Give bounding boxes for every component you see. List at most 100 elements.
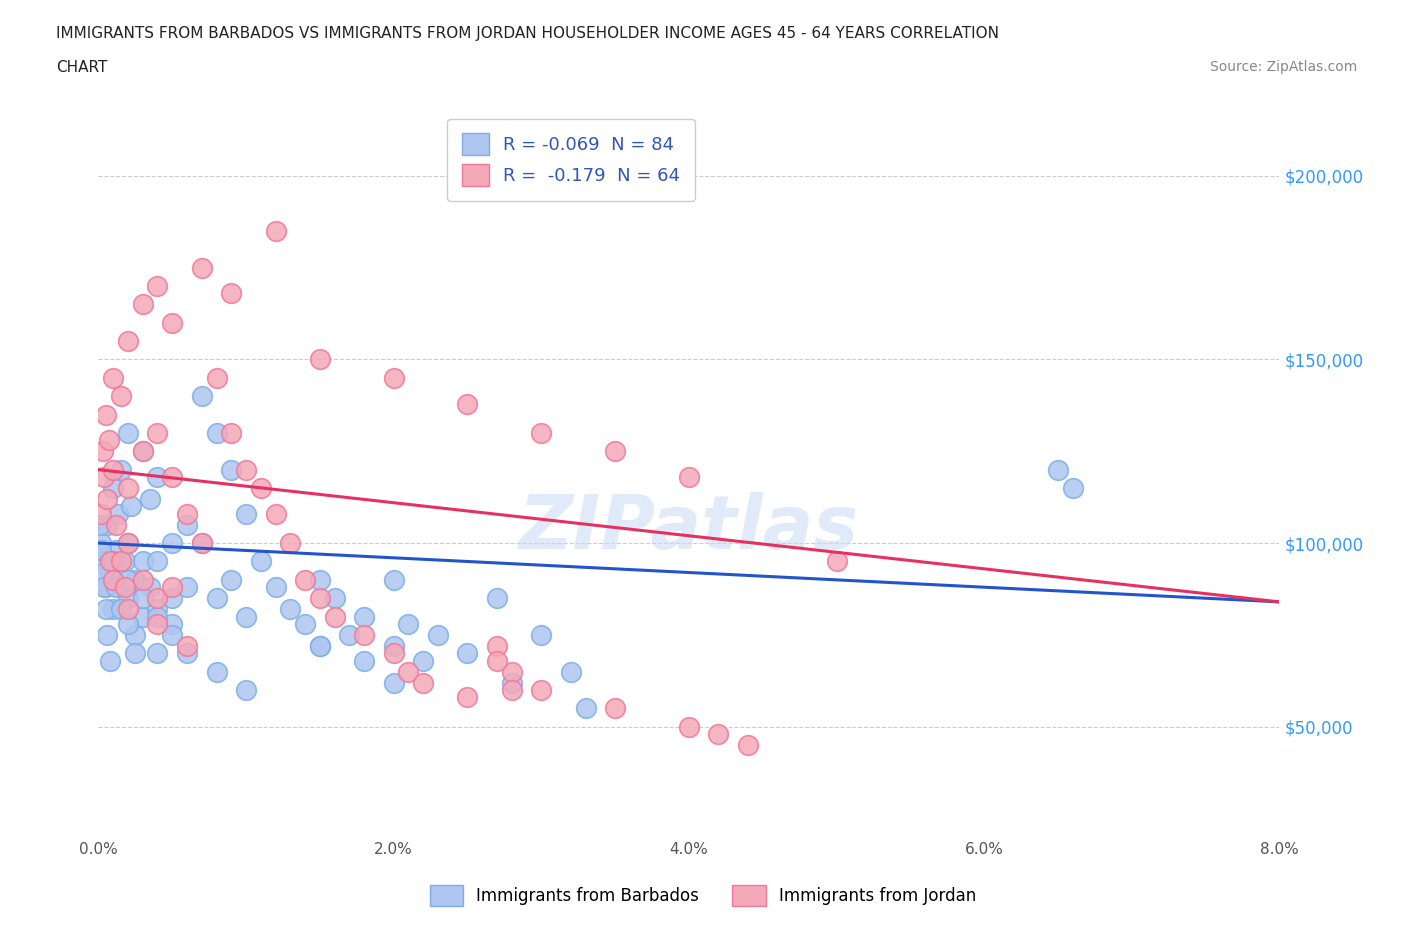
Point <box>309 591 332 605</box>
Point <box>235 683 257 698</box>
Legend: R = -0.069  N = 84, R =  -0.179  N = 64: R = -0.069 N = 84, R = -0.179 N = 64 <box>447 119 695 201</box>
Point <box>132 444 155 458</box>
Point <box>132 297 155 312</box>
Point <box>117 573 139 588</box>
Point <box>98 554 121 569</box>
Point <box>339 628 361 643</box>
Point <box>90 506 112 521</box>
Point <box>110 389 132 404</box>
Point <box>264 579 287 594</box>
Point <box>162 617 183 631</box>
Point <box>96 517 118 532</box>
Point <box>575 701 598 716</box>
Point <box>264 223 287 238</box>
Point <box>103 573 125 588</box>
Point <box>235 462 257 477</box>
Point <box>560 664 582 679</box>
Point <box>132 573 155 588</box>
Point <box>250 554 273 569</box>
Point <box>110 554 132 569</box>
Point <box>382 639 405 654</box>
Point <box>457 645 479 660</box>
Point <box>139 492 162 507</box>
Point <box>105 517 128 532</box>
Point <box>235 609 257 624</box>
Point <box>294 617 316 631</box>
Point <box>382 573 405 588</box>
Text: IMMIGRANTS FROM BARBADOS VS IMMIGRANTS FROM JORDAN HOUSEHOLDER INCOME AGES 45 - : IMMIGRANTS FROM BARBADOS VS IMMIGRANTS F… <box>56 26 1000 41</box>
Point <box>191 260 214 275</box>
Point <box>309 639 332 654</box>
Point <box>457 396 479 411</box>
Point <box>501 683 523 698</box>
Point <box>486 653 509 668</box>
Point <box>353 653 375 668</box>
Point <box>176 517 198 532</box>
Point <box>110 602 132 617</box>
Point <box>678 720 700 735</box>
Point <box>605 701 627 716</box>
Point <box>235 506 257 521</box>
Point <box>94 602 117 617</box>
Point <box>124 573 146 588</box>
Point <box>457 690 479 705</box>
Point <box>382 370 405 385</box>
Point <box>412 675 434 690</box>
Text: CHART: CHART <box>56 60 108 75</box>
Point <box>221 426 243 441</box>
Point <box>530 426 553 441</box>
Point <box>205 426 228 441</box>
Point <box>90 543 112 558</box>
Point <box>107 506 129 521</box>
Point <box>110 462 132 477</box>
Point <box>205 664 228 679</box>
Point <box>398 664 420 679</box>
Point <box>98 653 121 668</box>
Point <box>1046 462 1070 477</box>
Point <box>103 462 125 477</box>
Point <box>114 554 136 569</box>
Point <box>93 470 115 485</box>
Point <box>117 481 139 496</box>
Point <box>825 554 848 569</box>
Point <box>486 591 509 605</box>
Point <box>117 536 139 551</box>
Point <box>91 444 114 458</box>
Point <box>98 565 121 580</box>
Point <box>162 628 183 643</box>
Point <box>176 579 198 594</box>
Point <box>103 602 125 617</box>
Point <box>530 628 553 643</box>
Point <box>94 579 117 594</box>
Point <box>105 543 128 558</box>
Point <box>221 573 243 588</box>
Point <box>89 517 111 532</box>
Point <box>103 370 125 385</box>
Point <box>323 591 346 605</box>
Point <box>117 591 139 605</box>
Point <box>486 639 509 654</box>
Point <box>176 645 198 660</box>
Point <box>205 591 228 605</box>
Point <box>91 565 114 580</box>
Point <box>353 628 375 643</box>
Text: ZIPatlas: ZIPatlas <box>519 492 859 565</box>
Point <box>146 554 169 569</box>
Point <box>382 675 405 690</box>
Point <box>250 481 273 496</box>
Point <box>146 645 169 660</box>
Point <box>221 286 243 300</box>
Point <box>162 579 183 594</box>
Point <box>132 554 155 569</box>
Point <box>146 426 169 441</box>
Point <box>191 536 214 551</box>
Point <box>501 664 523 679</box>
Point <box>91 554 114 569</box>
Point <box>309 639 332 654</box>
Point <box>191 389 214 404</box>
Point <box>146 609 169 624</box>
Point <box>162 315 183 330</box>
Point <box>707 726 730 741</box>
Point <box>97 432 120 447</box>
Point <box>114 579 136 594</box>
